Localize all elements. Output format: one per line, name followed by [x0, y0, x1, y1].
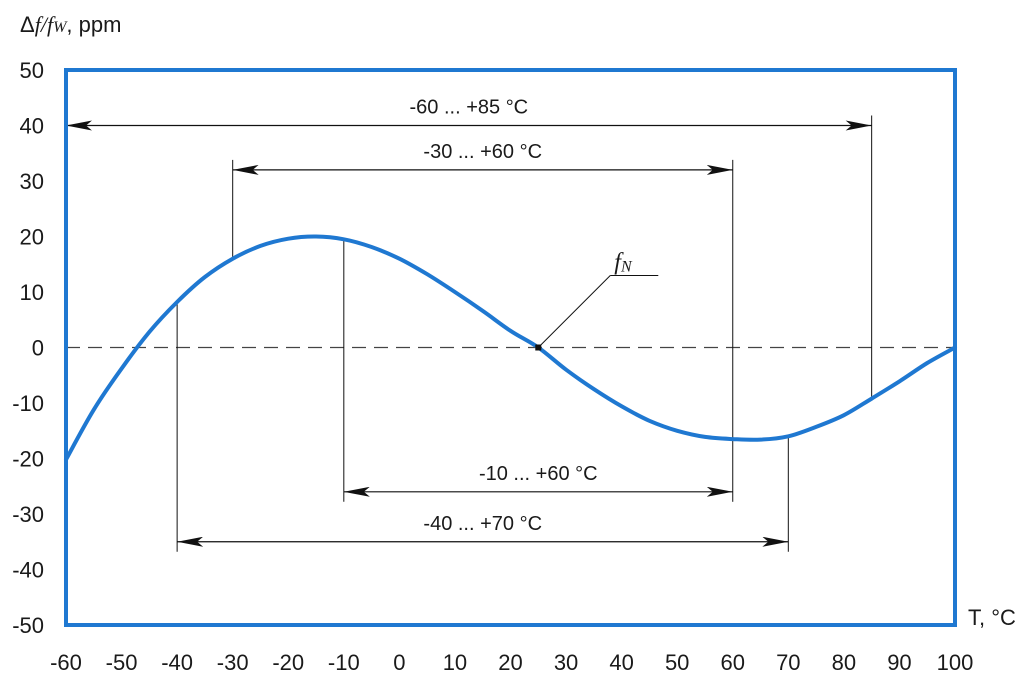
reference-point-leader: [537, 275, 611, 348]
y-axis-label-fw: f: [47, 12, 56, 37]
y-tick-label: -10: [12, 391, 44, 416]
frequency-deviation-curve: [64, 234, 957, 462]
reference-point-label-main: f: [614, 250, 624, 276]
y-tick-label: 20: [20, 225, 44, 250]
range-annotation: -60 ... +85 °C: [66, 97, 873, 399]
y-axis-label-sub: W: [53, 19, 68, 36]
plot-frame: [64, 68, 957, 627]
range-annotation: -30 ... +60 °C: [232, 141, 734, 440]
y-tick-label: 0: [32, 336, 44, 361]
range-annotations: -60 ... +85 °C -30 ... +60 °C -10 ... +60 …: [66, 97, 873, 552]
y-tick-label: -30: [12, 502, 44, 527]
y-tick-label: -40: [12, 558, 44, 583]
y-axis-label-slash: /: [39, 12, 49, 37]
reference-point-group: fN: [535, 250, 659, 351]
range-annotation: -10 ... +60 °C: [343, 239, 734, 502]
x-tick-label: -50: [106, 650, 138, 675]
x-tick-label: 40: [609, 650, 633, 675]
range-label: -10 ... +60 °C: [479, 463, 598, 485]
y-axis-ticks: 50 40 30 20 10 0 -10 -20 -30 -40 -50: [12, 58, 44, 638]
x-tick-label: -20: [272, 650, 304, 675]
y-axis-label-delta: Δ: [20, 12, 35, 37]
x-tick-label: 30: [554, 650, 578, 675]
x-tick-label: 60: [721, 650, 745, 675]
y-axis-label-f: f: [35, 12, 44, 37]
y-tick-label: -50: [12, 613, 44, 638]
x-tick-label: 80: [832, 650, 856, 675]
y-axis-label: Δf/fW, ppm: [20, 12, 121, 37]
x-tick-label: -60: [50, 650, 82, 675]
x-axis-ticks: -60 -50 -40 -30 -20 -10 0 10 20 30 40 50 60 70 80 90 100: [50, 650, 973, 675]
range-label: -30 ... +60 °C: [423, 141, 542, 163]
reference-point-label-sub: N: [620, 259, 633, 276]
y-tick-label: 30: [20, 169, 44, 194]
range-label: -40 ... +70 °C: [423, 513, 542, 535]
range-annotation: -40 ... +70 °C: [176, 301, 789, 552]
x-tick-label: 50: [665, 650, 689, 675]
x-tick-label: -10: [328, 650, 360, 675]
x-tick-label: 10: [443, 650, 467, 675]
range-label: -60 ... +85 °C: [410, 97, 529, 119]
x-axis-label: T, °C: [968, 605, 1016, 630]
x-tick-label: 90: [887, 650, 911, 675]
x-tick-label: -30: [217, 650, 249, 675]
y-axis-label-unit: , ppm: [66, 12, 121, 37]
y-tick-label: 40: [20, 114, 44, 139]
y-tick-label: 50: [20, 58, 44, 83]
x-tick-label: 100: [937, 650, 974, 675]
x-tick-label: 0: [393, 650, 405, 675]
x-tick-label: 70: [776, 650, 800, 675]
y-tick-label: 10: [20, 280, 44, 305]
reference-point-label: fN: [614, 250, 633, 276]
y-tick-label: -20: [12, 447, 44, 472]
x-tick-label: -40: [161, 650, 193, 675]
reference-point-marker: [535, 344, 542, 351]
x-tick-label: 20: [498, 650, 522, 675]
